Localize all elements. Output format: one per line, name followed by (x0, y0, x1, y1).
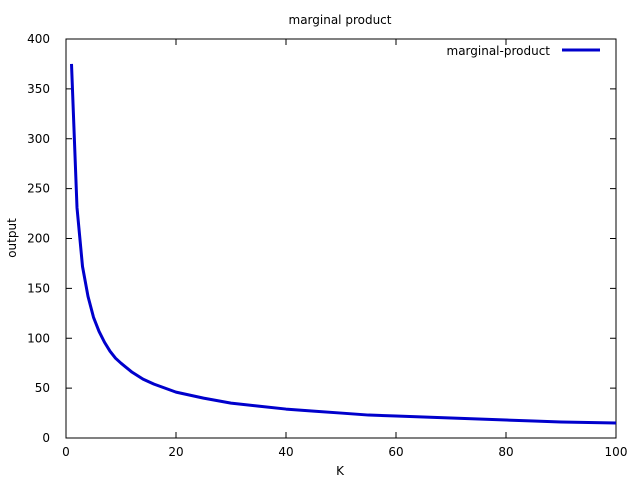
x-tick-label: 20 (168, 445, 183, 459)
x-axis: 0 20 40 60 80 100 (62, 39, 627, 459)
y-tick-label: 300 (27, 132, 50, 146)
y-tick-label: 50 (35, 381, 50, 395)
y-tick-label: 150 (27, 281, 50, 295)
plot-area-border (65, 38, 617, 439)
x-tick-label: 0 (62, 445, 70, 459)
y-tick-label: 100 (27, 331, 50, 345)
x-tick-label: 80 (498, 445, 513, 459)
y-tick-label: 250 (27, 182, 50, 196)
y-axis: 0 50 100 150 200 250 300 350 400 (27, 32, 616, 445)
chart-title: marginal product (289, 13, 392, 27)
series-line (70, 63, 617, 425)
y-tick-label: 200 (27, 232, 50, 246)
series-layer (70, 63, 617, 425)
x-tick-label: 100 (605, 445, 628, 459)
y-tick-label: 350 (27, 82, 50, 96)
legend: marginal-product (447, 44, 600, 58)
y-axis-label: output (5, 218, 19, 258)
x-tick-label: 40 (278, 445, 293, 459)
y-tick-label: 0 (42, 431, 50, 445)
x-tick-label: 60 (388, 445, 403, 459)
y-tick-label: 400 (27, 32, 50, 46)
x-axis-label: K (336, 464, 345, 478)
legend-label: marginal-product (447, 44, 551, 58)
